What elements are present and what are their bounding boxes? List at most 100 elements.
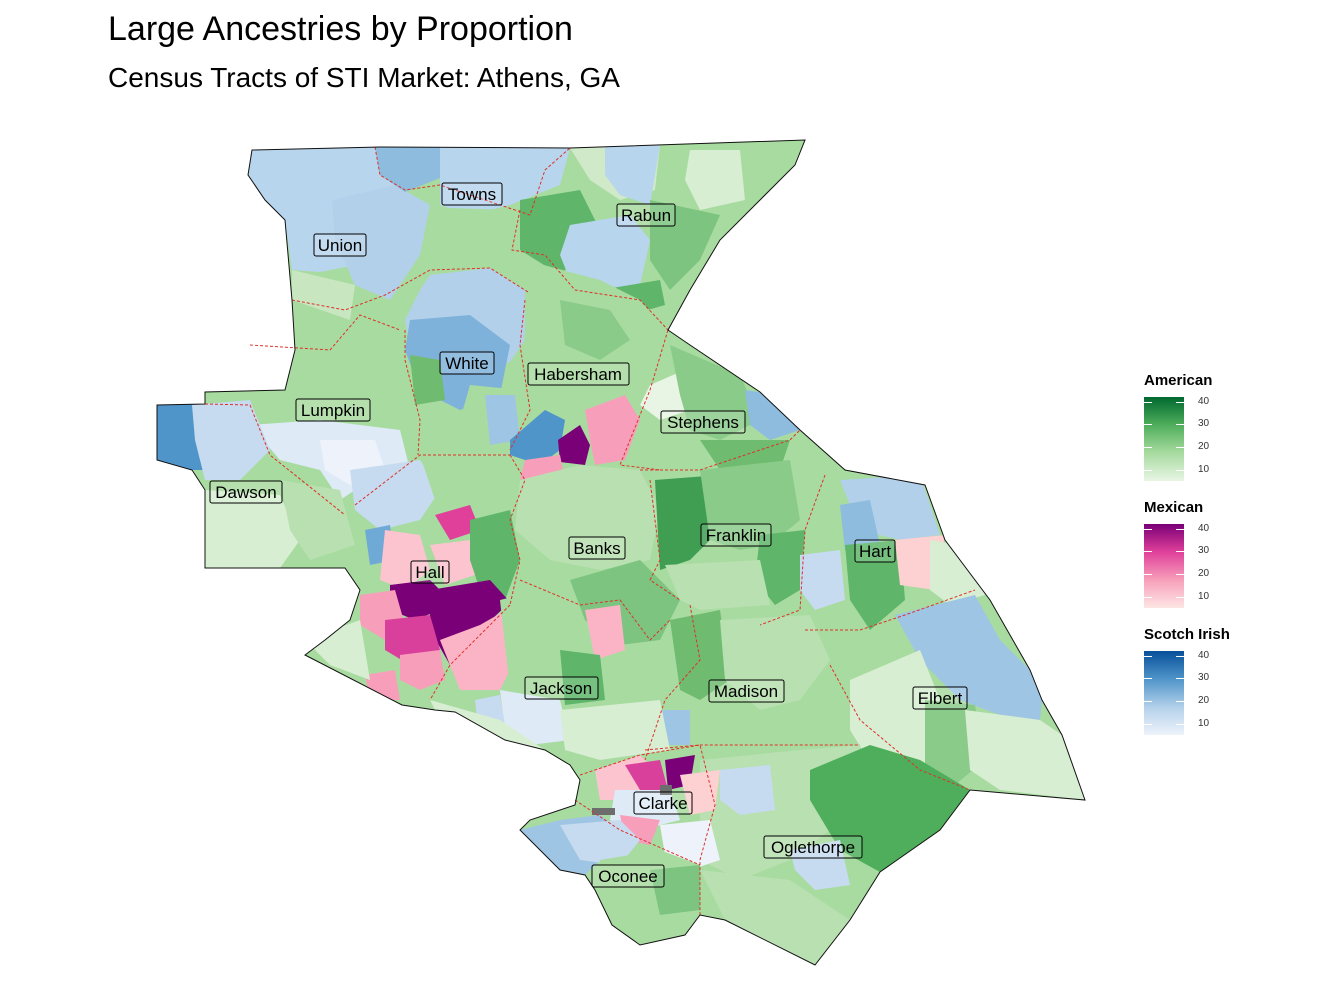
- boundary-franklin-hart: [759, 474, 826, 626]
- boundary-lumpkin-n: [249, 314, 401, 351]
- legend-tick-mark: [1144, 596, 1152, 598]
- legend-tick-mark: [1176, 678, 1184, 680]
- legend-scotch-irish-body: 40 30 20 10: [1144, 650, 1230, 735]
- label-dawson: Dawson: [209, 480, 283, 504]
- label-stephens: Stephens: [660, 410, 746, 434]
- tract-fills: [157, 140, 1085, 965]
- tract-madison-center: [720, 615, 830, 710]
- tract-white-w-green: [410, 355, 445, 405]
- legend-tick-mark: [1176, 401, 1184, 403]
- tract-stephens-center: [670, 345, 760, 440]
- legend-scotch-irish-tick-20: 20: [1198, 694, 1210, 706]
- boundary-habersham-stephens: [619, 329, 669, 471]
- tract-jackson-pink: [585, 605, 625, 660]
- tract-dawson-n: [192, 400, 270, 480]
- tract-hall-magenta-n: [435, 505, 480, 540]
- tract-habersham-center: [560, 300, 630, 360]
- label-text-franklin: Franklin: [706, 526, 766, 545]
- legend-tick-mark: [1176, 700, 1184, 702]
- tract-stephens-blue: [745, 390, 800, 440]
- tract-elbert-blue: [895, 595, 1042, 720]
- legend-american-tick-20: 20: [1198, 440, 1210, 452]
- tract-oglethorpe-s: [700, 870, 850, 965]
- tract-clarke-pink-e: [680, 770, 720, 815]
- boundary-clarke: [579, 744, 716, 915]
- map-subtitle: Census Tracts of STI Market: Athens, GA: [108, 62, 620, 93]
- label-text-hall: Hall: [415, 563, 444, 582]
- tract-dawson-s: [205, 490, 300, 568]
- label-hart: Hart: [854, 539, 896, 563]
- tract-white-s-blue: [485, 395, 520, 445]
- map-title: Large Ancestries by Proportion: [108, 10, 573, 48]
- tract-oglethorpe-blue-w: [720, 765, 775, 815]
- tract-stephens-light: [640, 372, 690, 420]
- legend-tick-mark: [1144, 424, 1152, 426]
- legend-mexican-tick-40: 40: [1198, 522, 1210, 534]
- market-outline: [156, 139, 1086, 966]
- label-madison: Madison: [708, 679, 785, 703]
- boundary-jackson-madison: [644, 604, 701, 761]
- legend-tick-mark: [1144, 401, 1152, 403]
- legend-mexican-body: 40 30 20 10: [1144, 523, 1209, 608]
- legend-american-tick-30: 30: [1198, 418, 1210, 430]
- boundary-madison-oglethorpe: [644, 744, 860, 751]
- legend-mexican-colorbar: [1144, 524, 1184, 608]
- label-text-lumpkin: Lumpkin: [301, 401, 365, 420]
- label-oconee: Oconee: [591, 864, 665, 888]
- legend-tick-mark: [1144, 469, 1152, 471]
- label-franklin: Franklin: [700, 523, 772, 547]
- label-towns: Towns: [441, 182, 503, 206]
- tract-oconee-center: [560, 820, 640, 865]
- label-hall: Hall: [410, 560, 450, 584]
- legend-american: American 40 30 20 10: [1144, 372, 1212, 481]
- tract-rabun-ne-light: [685, 150, 745, 210]
- label-elbert: Elbert: [912, 686, 968, 710]
- label-banks: Banks: [568, 536, 626, 560]
- legend-mexican-tick-30: 30: [1198, 545, 1210, 557]
- tract-dawson-se: [280, 480, 355, 560]
- tract-hall-pink-light: [380, 530, 430, 590]
- tract-madison-blue: [660, 710, 690, 745]
- boundary-white-habersham: [509, 299, 531, 451]
- label-rabun: Rabun: [616, 203, 676, 227]
- tract-oglethorpe-blue-s: [790, 840, 850, 890]
- legend-tick-mark: [1176, 596, 1184, 598]
- boundary-stephens-s: [640, 429, 801, 471]
- legend-tick-mark: [1176, 469, 1184, 471]
- label-white: White: [439, 351, 495, 375]
- tract-hall-n-green: [420, 455, 505, 515]
- boundary-dawson-n: [204, 403, 346, 516]
- tract-rabun-n-blue: [605, 145, 660, 205]
- legend-tick-mark: [1144, 655, 1152, 657]
- tract-habersham-blue: [510, 410, 565, 465]
- boundary-union-s: [291, 267, 529, 311]
- tract-lumpkin-n: [292, 300, 405, 400]
- legend-american-body: 40 30 20 10: [1144, 396, 1212, 481]
- label-text-oglethorpe: Oglethorpe: [771, 838, 855, 857]
- tract-hart-blue-2: [840, 500, 880, 550]
- legend-tick-mark: [1176, 655, 1184, 657]
- boundary-clarke-oconee: [574, 799, 701, 866]
- legend-american-tick-10: 10: [1198, 463, 1210, 475]
- tract-habersham-purple: [558, 425, 590, 465]
- tract-oconee-se: [650, 865, 700, 915]
- boundary-banks-jackson: [519, 579, 671, 641]
- legend-tick-mark: [1144, 678, 1152, 680]
- boundary-hall-n: [354, 454, 510, 506]
- legend-tick-mark: [1144, 700, 1152, 702]
- tract-dawson-w: [157, 404, 205, 470]
- tract-jackson-s: [560, 700, 670, 760]
- tract-hall-n-blue: [350, 460, 440, 530]
- tract-jackson-blue-light: [500, 690, 570, 745]
- tract-towns-s: [440, 208, 515, 275]
- tract-hall-green-e: [470, 510, 520, 600]
- legend-scotch-irish: Scotch Irish 40 30 20 10: [1144, 626, 1230, 735]
- tract-rabun-e: [650, 200, 720, 290]
- boundary-hart-elbert: [805, 589, 976, 631]
- legend-tick-mark: [1144, 528, 1152, 530]
- legend-tick-mark: [1144, 723, 1152, 725]
- tract-franklin-s: [665, 560, 770, 610]
- legend-scotch-irish-tick-10: 10: [1198, 717, 1210, 729]
- label-jackson: Jackson: [524, 676, 599, 700]
- tract-hall-pink-s: [400, 650, 445, 690]
